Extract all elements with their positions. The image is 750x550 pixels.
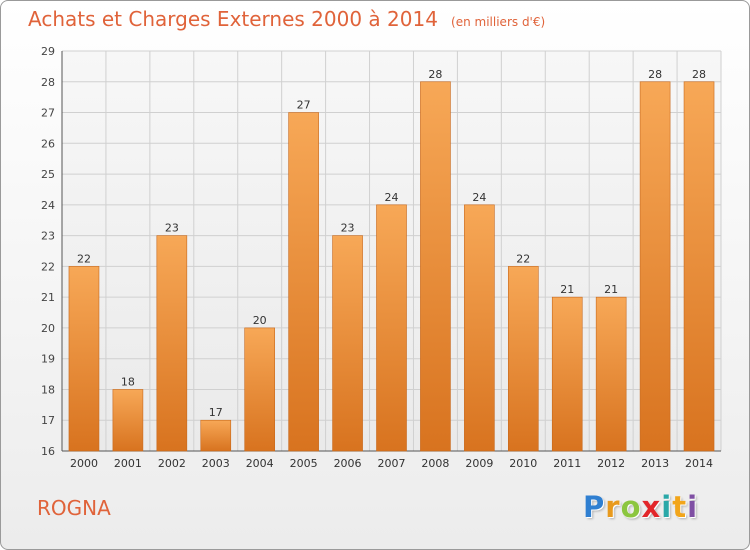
x-tick-label: 2001 xyxy=(114,457,142,470)
x-tick-label: 2010 xyxy=(509,457,537,470)
bar-2006 xyxy=(332,235,363,452)
bar-2012 xyxy=(595,296,627,452)
y-tick-label: 16 xyxy=(41,445,55,458)
y-tick-label: 29 xyxy=(41,45,55,58)
bar-value-label: 24 xyxy=(385,191,399,204)
bar-value-label: 28 xyxy=(692,68,706,81)
bar-value-label: 22 xyxy=(516,252,530,265)
bar-2001 xyxy=(112,389,144,452)
bar-value-label: 21 xyxy=(604,283,618,296)
bar-value-label: 22 xyxy=(77,252,91,265)
y-tick-label: 17 xyxy=(41,414,55,427)
x-tick-label: 2005 xyxy=(290,457,318,470)
x-tick-label: 2002 xyxy=(158,457,186,470)
y-tick-label: 28 xyxy=(41,76,55,89)
y-tick-label: 24 xyxy=(41,199,55,212)
logo-letter-i: i xyxy=(661,490,673,524)
x-tick-label: 2013 xyxy=(641,457,669,470)
logo-letter-o: o xyxy=(620,490,642,524)
y-tick-label: 20 xyxy=(41,322,55,335)
bar-value-label: 21 xyxy=(560,283,574,296)
bar-value-label: 17 xyxy=(209,406,223,419)
y-tick-label: 23 xyxy=(41,230,55,243)
y-tick-label: 19 xyxy=(41,353,55,366)
logo-letter-x: x xyxy=(641,490,662,524)
x-tick-label: 2012 xyxy=(597,457,625,470)
x-tick-label: 2000 xyxy=(70,457,98,470)
bar-2011 xyxy=(551,296,583,452)
chart-title: Achats et Charges Externes 2000 à 2014 (… xyxy=(28,7,545,31)
bar-2010 xyxy=(507,266,539,452)
logo-letter-r: r xyxy=(605,490,621,524)
y-tick-label: 25 xyxy=(41,168,55,181)
bar-value-label: 18 xyxy=(121,375,135,388)
label-layer: 16 17 18 19 20 21 22 23 24 25 26 27 28 29 22 2000 18 2001… xyxy=(41,45,713,470)
bar-value-label: 27 xyxy=(297,99,311,112)
logo-letter-t: t xyxy=(672,490,688,524)
bar-2009 xyxy=(464,204,495,452)
bar-2003 xyxy=(200,419,232,452)
y-tick-label: 27 xyxy=(41,107,55,120)
bar-layer xyxy=(68,81,715,452)
chart-title-text: Achats et Charges Externes 2000 à 2014 xyxy=(28,7,438,31)
y-tick-label: 21 xyxy=(41,291,55,304)
x-tick-label: 2003 xyxy=(202,457,230,470)
x-tick-label: 2007 xyxy=(378,457,406,470)
y-tick-label: 26 xyxy=(41,137,55,150)
bar-2013 xyxy=(639,81,671,452)
bar-value-label: 23 xyxy=(165,222,179,235)
bar-2000 xyxy=(68,266,100,452)
bar-2002 xyxy=(156,235,188,452)
x-tick-label: 2006 xyxy=(334,457,362,470)
chart-unit-note: (en milliers d'€) xyxy=(451,15,546,29)
bar-value-label: 24 xyxy=(472,191,486,204)
bar-2004 xyxy=(244,327,275,452)
bar-2005 xyxy=(288,112,319,452)
bar-2014 xyxy=(683,81,715,452)
x-tick-label: 2011 xyxy=(553,457,581,470)
x-tick-label: 2008 xyxy=(421,457,449,470)
logo-letter-i-2: i xyxy=(687,490,699,524)
bar-value-label: 28 xyxy=(648,68,662,81)
x-tick-label: 2014 xyxy=(685,457,713,470)
x-tick-label: 2009 xyxy=(465,457,493,470)
bar-value-label: 23 xyxy=(341,222,355,235)
proxiti-logo: Proxiti xyxy=(583,490,698,524)
bar-2008 xyxy=(420,81,451,452)
bar-value-label: 28 xyxy=(428,68,442,81)
bar-2007 xyxy=(376,204,407,452)
commune-name: ROGNA xyxy=(37,496,111,520)
bar-value-label: 20 xyxy=(253,314,267,327)
x-tick-label: 2004 xyxy=(246,457,274,470)
logo-letter-p: P xyxy=(583,490,606,524)
y-tick-label: 22 xyxy=(41,260,55,273)
y-tick-label: 18 xyxy=(41,383,55,396)
